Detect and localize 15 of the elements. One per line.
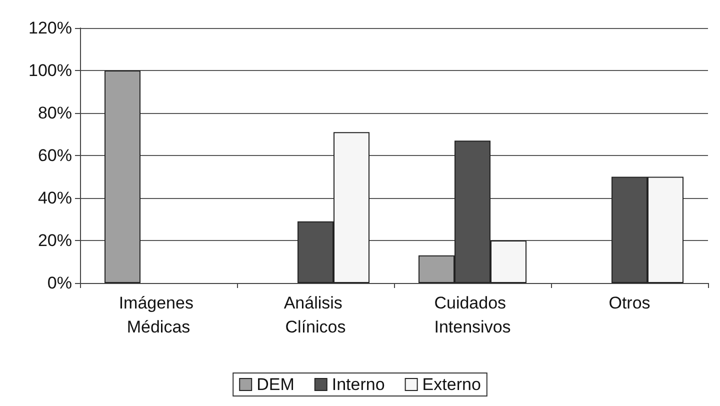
legend-label: DEM (256, 375, 294, 394)
legend-label: Interno (332, 375, 385, 394)
y-tick-label: 20% (38, 231, 72, 250)
y-tick-label: 80% (38, 104, 72, 122)
y-tick-label: 40% (38, 188, 72, 208)
legend-label: Externo (422, 375, 481, 394)
bar (104, 70, 140, 283)
x-tick-label: Imágenes Médicas (118, 294, 198, 336)
x-tick-label: Otros (608, 294, 650, 312)
y-tick-label: 60% (38, 146, 72, 165)
y-tick-label: 0% (47, 274, 72, 292)
x-tick-label: Análisis Clínicos (284, 294, 348, 336)
y-tick-label: 120% (28, 18, 72, 38)
x-tick-label: Cuidados Intensivos (434, 294, 511, 336)
y-tick-label: 100% (28, 61, 72, 80)
